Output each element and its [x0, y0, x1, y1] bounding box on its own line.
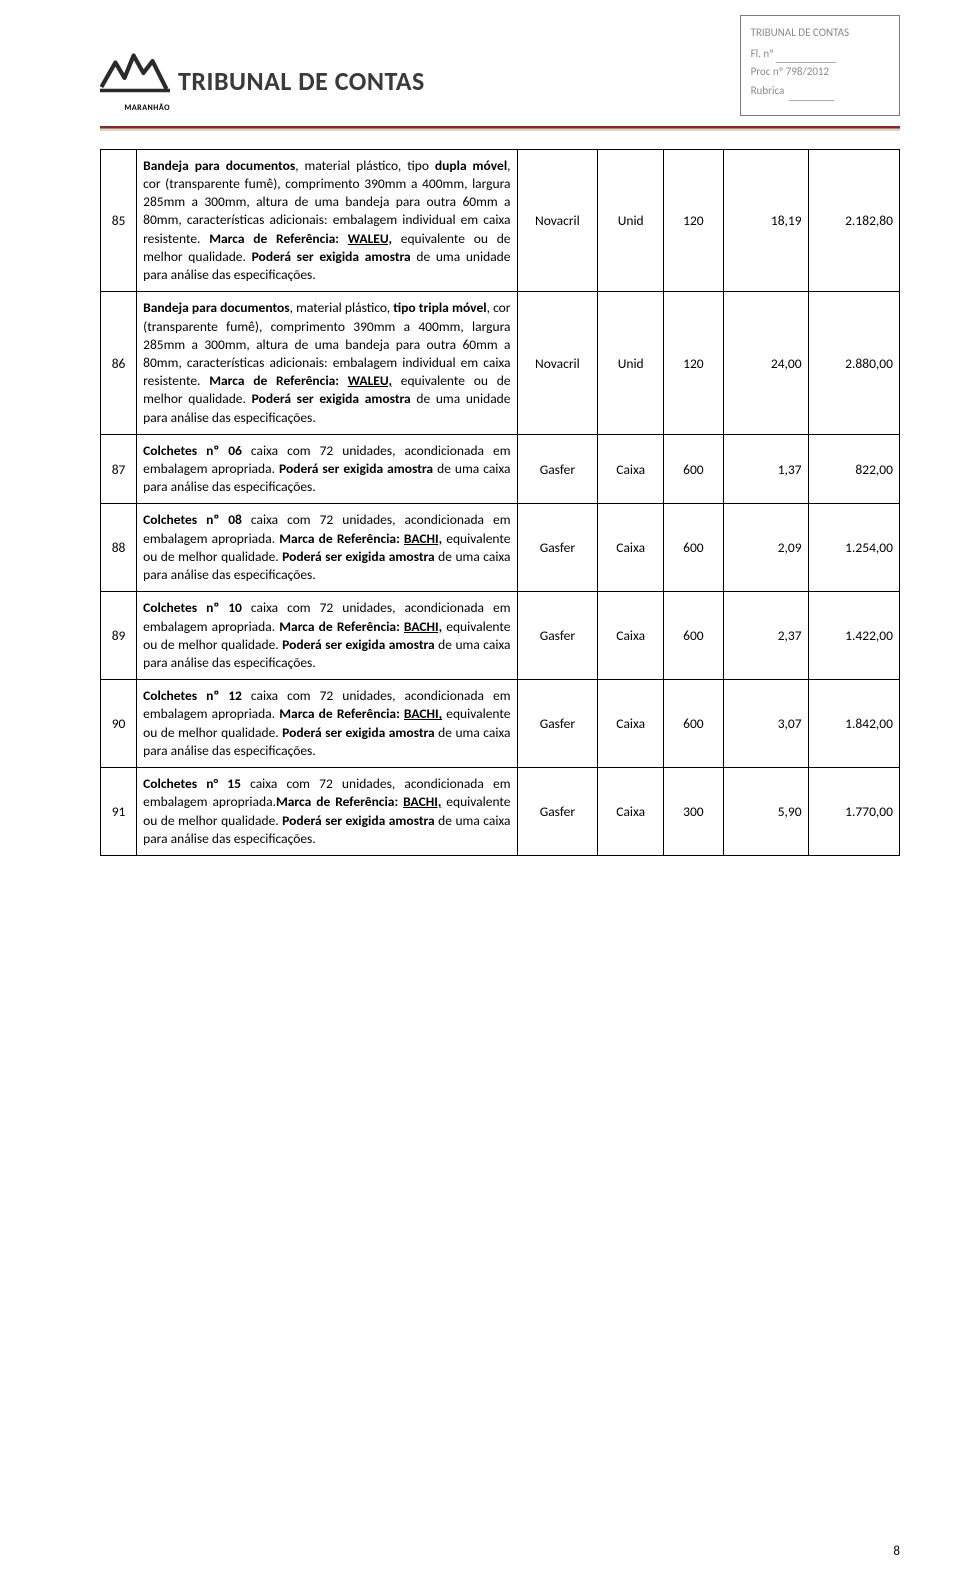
- row-index: 86: [101, 292, 137, 435]
- row-qty: 300: [664, 768, 724, 856]
- row-brand: Gasfer: [517, 504, 598, 592]
- row-brand: Gasfer: [517, 592, 598, 680]
- row-description: Colchetes nº 06 caixa com 72 unidades, a…: [137, 434, 517, 504]
- stamp-fl: Fl. nº: [751, 45, 849, 64]
- table-row: 90Colchetes nº 12 caixa com 72 unidades,…: [101, 680, 900, 768]
- row-index: 89: [101, 592, 137, 680]
- row-description: Bandeja para documentos, material plásti…: [137, 292, 517, 435]
- row-brand: Novacril: [517, 292, 598, 435]
- items-table: 85Bandeja para documentos, material plás…: [100, 149, 900, 856]
- table-row: 91Colchetes n° 15 caixa com 72 unidades,…: [101, 768, 900, 856]
- logo-block: MARANHÃO TRIBUNAL DE CONTAS: [100, 48, 425, 113]
- stamp-rubrica: Rubrica: [751, 82, 849, 101]
- stamp-proc: Proc nº 798/2012: [751, 63, 849, 82]
- row-description: Colchetes nº 10 caixa com 72 unidades, a…: [137, 592, 517, 680]
- row-description: Colchetes nº 08 caixa com 72 unidades, a…: [137, 504, 517, 592]
- row-description: Bandeja para documentos, material plásti…: [137, 149, 517, 292]
- row-description: Colchetes nº 12 caixa com 72 unidades, a…: [137, 680, 517, 768]
- stamp-title: TRIBUNAL DE CONTAS: [751, 24, 849, 43]
- row-unit: Caixa: [598, 592, 664, 680]
- row-brand: Gasfer: [517, 680, 598, 768]
- page-number: 8: [893, 1544, 900, 1559]
- row-qty: 600: [664, 434, 724, 504]
- row-index: 90: [101, 680, 137, 768]
- row-total: 2.182,80: [808, 149, 899, 292]
- row-brand: Gasfer: [517, 434, 598, 504]
- row-qty: 600: [664, 680, 724, 768]
- row-brand: Novacril: [517, 149, 598, 292]
- row-unit: Unid: [598, 292, 664, 435]
- row-unit: Caixa: [598, 680, 664, 768]
- row-unitprice: 18,19: [723, 149, 808, 292]
- table-row: 86Bandeja para documentos, material plás…: [101, 292, 900, 435]
- table-row: 87Colchetes nº 06 caixa com 72 unidades,…: [101, 434, 900, 504]
- logo-title: TRIBUNAL DE CONTAS: [178, 65, 425, 97]
- row-brand: Gasfer: [517, 768, 598, 856]
- row-total: 1.254,00: [808, 504, 899, 592]
- row-unitprice: 2,37: [723, 592, 808, 680]
- row-unitprice: 2,09: [723, 504, 808, 592]
- table-row: 88Colchetes nº 08 caixa com 72 unidades,…: [101, 504, 900, 592]
- row-unitprice: 1,37: [723, 434, 808, 504]
- row-index: 87: [101, 434, 137, 504]
- stamp-box: TRIBUNAL DE CONTAS Fl. nº Proc nº 798/20…: [740, 15, 900, 116]
- row-unit: Caixa: [598, 504, 664, 592]
- row-unit: Unid: [598, 149, 664, 292]
- row-index: 91: [101, 768, 137, 856]
- mountain-logo-icon: [100, 48, 170, 98]
- row-unitprice: 24,00: [723, 292, 808, 435]
- row-unitprice: 3,07: [723, 680, 808, 768]
- row-total: 1.770,00: [808, 768, 899, 856]
- row-description: Colchetes n° 15 caixa com 72 unidades, a…: [137, 768, 517, 856]
- row-qty: 600: [664, 504, 724, 592]
- row-qty: 600: [664, 592, 724, 680]
- row-total: 1.842,00: [808, 680, 899, 768]
- table-row: 85Bandeja para documentos, material plás…: [101, 149, 900, 292]
- row-qty: 120: [664, 292, 724, 435]
- row-qty: 120: [664, 149, 724, 292]
- row-total: 1.422,00: [808, 592, 899, 680]
- row-index: 88: [101, 504, 137, 592]
- page-header: MARANHÃO TRIBUNAL DE CONTAS TRIBUNAL DE …: [100, 20, 900, 116]
- row-unit: Caixa: [598, 768, 664, 856]
- row-unitprice: 5,90: [723, 768, 808, 856]
- row-index: 85: [101, 149, 137, 292]
- row-total: 822,00: [808, 434, 899, 504]
- state-label: MARANHÃO: [88, 103, 170, 113]
- row-unit: Caixa: [598, 434, 664, 504]
- header-divider: [100, 126, 900, 131]
- table-row: 89Colchetes nº 10 caixa com 72 unidades,…: [101, 592, 900, 680]
- row-total: 2.880,00: [808, 292, 899, 435]
